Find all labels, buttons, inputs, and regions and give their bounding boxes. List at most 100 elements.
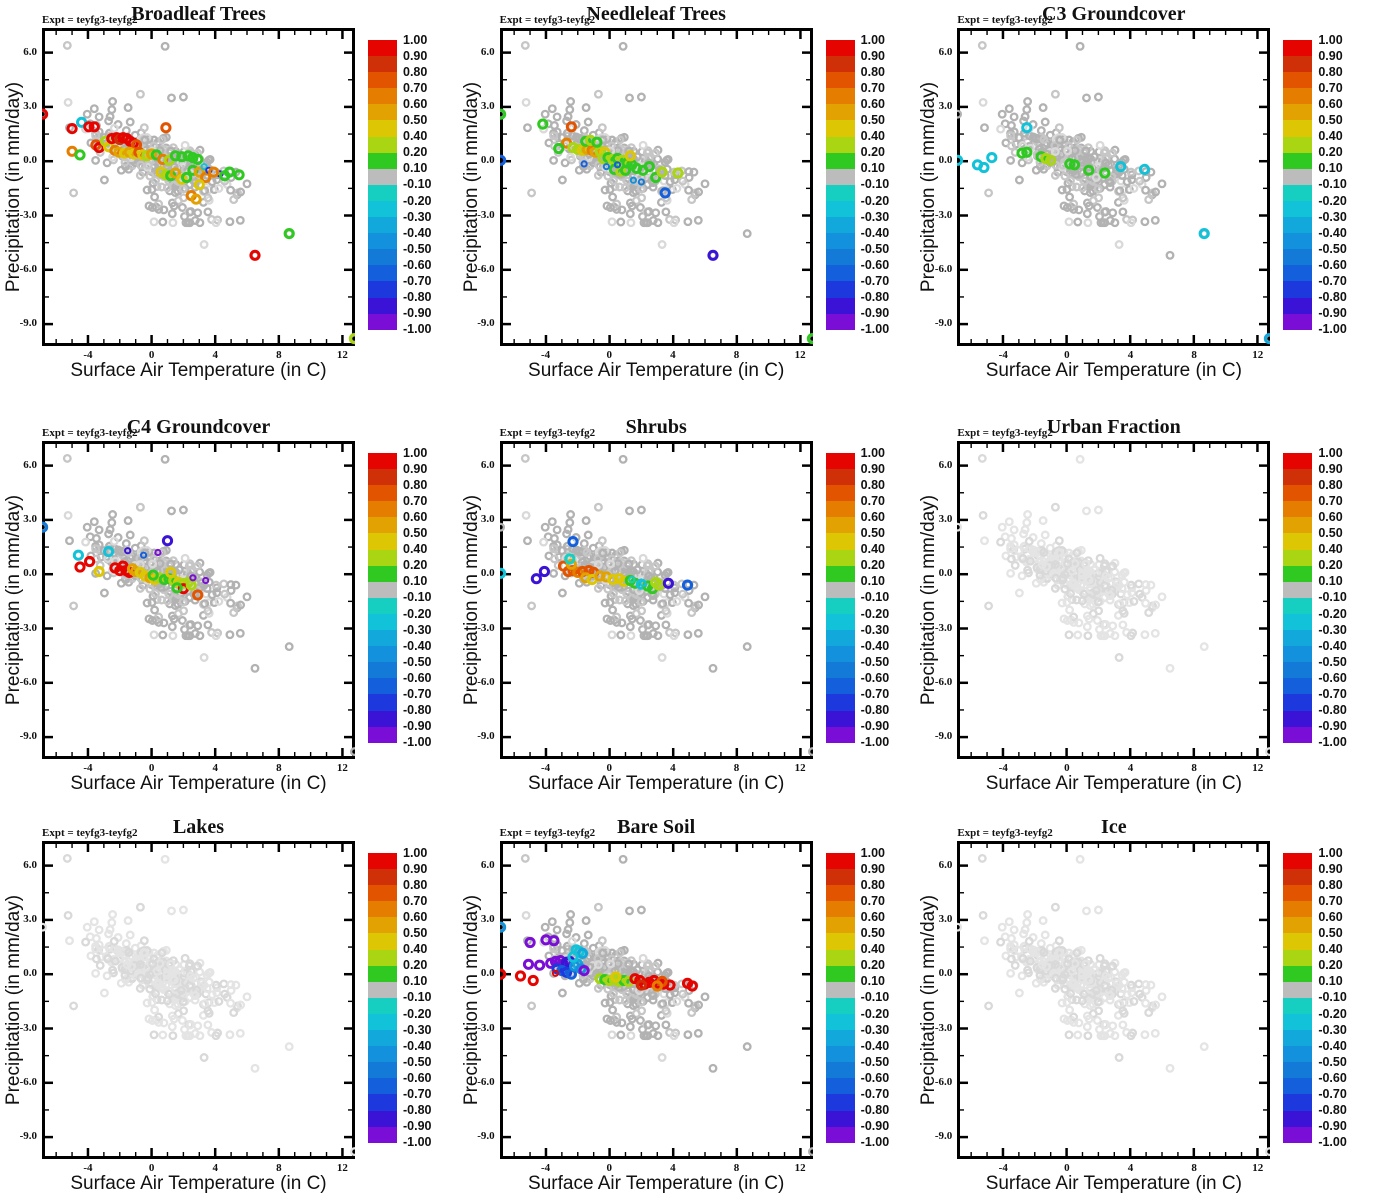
y-tick-label: 3.0 <box>938 99 953 112</box>
cloud-point <box>1019 929 1029 939</box>
cloud-point <box>1022 105 1032 115</box>
cloud-point <box>1064 630 1074 640</box>
cloud-point <box>553 560 563 570</box>
colorbar-label: -0.20 <box>860 193 890 208</box>
cloud-point <box>1015 175 1025 185</box>
cloud-point <box>1089 196 1099 206</box>
colorbar-segment <box>825 1013 855 1031</box>
correlation-point <box>1045 154 1057 166</box>
colorbar-segment <box>1283 694 1313 711</box>
colorbar-segment <box>825 453 855 470</box>
colorbar-label: 1.00 <box>1318 445 1343 460</box>
colorbar-segment <box>825 40 855 57</box>
scatter-plot <box>499 441 813 759</box>
cloud-point <box>62 40 72 50</box>
cloud-point <box>521 97 531 107</box>
colorbar-label: -0.60 <box>1318 1070 1347 1085</box>
correlation-point <box>533 959 545 971</box>
colorbar-label: -0.30 <box>403 622 432 637</box>
cloud-point <box>103 954 113 963</box>
cloud-point <box>178 184 188 194</box>
cloud-point <box>94 525 104 535</box>
cloud-point <box>1095 553 1105 563</box>
cloud-point <box>608 176 618 186</box>
cloud-point <box>616 217 625 227</box>
y-tick-label: -6.0 <box>477 262 495 275</box>
cloud-point <box>1014 133 1024 143</box>
cloud-point <box>136 973 146 983</box>
colorbar-segment <box>825 104 855 121</box>
cloud-point <box>657 240 667 249</box>
y-tick-label: -9.0 <box>19 317 37 330</box>
cloud-point <box>521 510 531 520</box>
cloud-point <box>620 596 630 606</box>
x-tick-label: 8 <box>1191 762 1197 774</box>
colorbar-segment <box>1283 501 1313 518</box>
correlation-point <box>656 166 668 178</box>
x-tick-label: 12 <box>336 349 348 361</box>
cloud-point <box>1141 598 1151 608</box>
cloud-point <box>978 40 988 50</box>
colorbar-label: -0.70 <box>403 687 432 701</box>
cloud-point <box>236 1000 246 1010</box>
cloud-point <box>140 135 150 145</box>
correlation-point <box>233 169 245 181</box>
colorbar-label: 0.70 <box>403 893 428 908</box>
colorbar-segment <box>1283 613 1313 631</box>
cloud-point <box>557 988 567 998</box>
colorbar-segment <box>368 997 397 1014</box>
colorbar-segment <box>1283 517 1313 534</box>
colorbar-label: 0.80 <box>860 64 885 79</box>
cloud-point <box>105 941 114 951</box>
cloud-point <box>203 193 213 203</box>
correlation-point <box>565 121 577 133</box>
cloud-point <box>661 1006 671 1016</box>
cloud-point <box>996 124 1006 134</box>
cloud-point <box>693 1000 703 1010</box>
cloud-point <box>1017 571 1027 581</box>
colorbar-label: 0.50 <box>1318 113 1343 127</box>
cloud-point <box>1090 965 1100 975</box>
colorbar-segment <box>368 965 397 982</box>
cloud-point <box>109 123 119 133</box>
x-tick-label: -4 <box>998 1162 1008 1174</box>
cloud-point <box>661 620 671 630</box>
cloud-point <box>538 937 548 947</box>
cloud-point <box>540 522 550 532</box>
x-tick-label: 4 <box>670 762 676 774</box>
colorbar-segment <box>368 313 397 330</box>
experiment-label: Expt = teyfg3-teyfg2 <box>42 427 138 439</box>
y-tick-label: -9.0 <box>934 317 953 330</box>
correlation-point <box>627 576 636 584</box>
colorbar-segment <box>825 997 855 1014</box>
panel-title: Lakes <box>172 816 225 838</box>
panel-title: Shrubs <box>625 416 687 438</box>
cloud-point <box>1135 989 1145 999</box>
cloud-point <box>1151 628 1161 638</box>
colorbar-segment <box>825 678 855 695</box>
colorbar-label: 0.10 <box>403 574 428 589</box>
y-tick-label: 6.0 <box>23 458 37 471</box>
cloud-point <box>150 1005 160 1015</box>
cloud-point <box>1118 606 1128 616</box>
cloud-point <box>1041 966 1051 976</box>
colorbar-segment <box>825 1126 855 1143</box>
cloud-point <box>99 588 109 598</box>
cloud-point <box>538 537 548 547</box>
cloud-point <box>1039 948 1049 957</box>
cloud-point <box>1072 548 1082 558</box>
cloud-point <box>242 179 252 189</box>
cloud-point <box>557 546 567 556</box>
cloud-point <box>1118 620 1128 630</box>
colorbar <box>1283 853 1313 1143</box>
cloud-point <box>1019 529 1029 539</box>
colorbar-label: 0.90 <box>860 861 885 876</box>
cloud-point <box>1126 218 1136 228</box>
correlation-point <box>72 549 85 561</box>
colorbar-label: -0.40 <box>860 638 890 653</box>
cloud-point <box>108 965 118 975</box>
plot-box <box>957 28 1271 346</box>
cloud-point <box>147 185 157 194</box>
cloud-point <box>520 453 530 463</box>
